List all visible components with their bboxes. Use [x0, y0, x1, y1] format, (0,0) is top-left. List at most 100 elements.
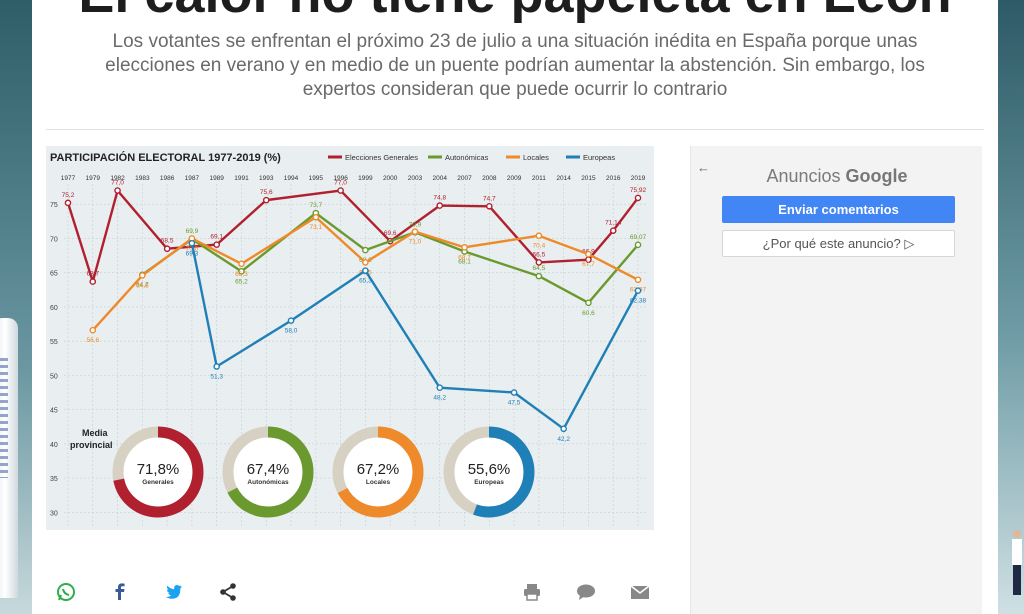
data-label: 56,6 [86, 337, 99, 344]
x-tick-label: 2003 [408, 175, 423, 182]
comment-icon[interactable] [576, 582, 598, 604]
data-label: 47,5 [508, 400, 521, 407]
facebook-icon[interactable] [110, 582, 132, 604]
data-label: 63,7 [86, 271, 99, 278]
data-point [634, 194, 642, 202]
divider [46, 129, 984, 130]
article-container: El calor no tiene papeleta en León Los v… [32, 0, 998, 614]
data-point [213, 241, 220, 248]
article-subtitle: Los votantes se enfrentan el próximo 23 … [105, 31, 925, 100]
data-point [634, 241, 642, 249]
data-point [411, 228, 419, 235]
send-feedback-button[interactable]: Enviar comentarios [722, 196, 955, 223]
data-label: 62,38 [630, 298, 647, 305]
data-label: 71,0 [409, 239, 422, 246]
print-icon[interactable] [522, 582, 544, 604]
data-point [89, 326, 97, 334]
x-tick-label: 1999 [358, 175, 373, 182]
data-point [436, 384, 444, 392]
data-label: 69,6 [384, 230, 397, 237]
data-point [287, 317, 295, 324]
data-point [362, 259, 369, 266]
data-point [535, 259, 543, 266]
y-tick-label: 65 [50, 271, 58, 278]
why-this-ad-button[interactable]: ¿Por qué este anuncio? ▷ [722, 230, 955, 257]
twitter-icon[interactable] [164, 582, 186, 604]
donut-arc [112, 426, 204, 518]
data-label: 77,0 [334, 180, 347, 187]
data-label: 64,5 [533, 265, 546, 272]
data-label: 68,7 [458, 254, 471, 261]
donut-arc [443, 426, 535, 518]
whatsapp-icon[interactable] [56, 582, 78, 604]
x-tick-label: 2004 [433, 175, 448, 182]
data-label: 64,6 [136, 282, 149, 289]
donut-arc [222, 426, 314, 518]
y-tick-label: 40 [50, 442, 58, 449]
arrow-left-icon[interactable]: ← [697, 160, 710, 175]
data-label: 70,9 [409, 221, 422, 228]
annotation-line: Media [82, 428, 109, 438]
x-tick-label: 1977 [61, 175, 76, 182]
share-icon[interactable] [218, 582, 240, 604]
data-point [585, 299, 592, 307]
data-point [238, 260, 245, 268]
data-label: 60,6 [582, 310, 595, 317]
donut-label: Locales [366, 479, 391, 486]
x-tick-label: 1993 [259, 175, 274, 182]
x-tick-label: 1996 [333, 175, 348, 182]
x-tick-label: 1982 [110, 175, 125, 182]
data-label: 70,4 [533, 243, 546, 250]
background-bottle [0, 318, 18, 598]
data-label: 69,9 [186, 228, 199, 235]
donut-value: 67,4% [247, 461, 290, 478]
data-point [362, 267, 369, 274]
data-label: 69,3 [186, 250, 199, 257]
annotation-line: provincial [70, 440, 113, 450]
data-label: 58,0 [285, 328, 298, 335]
x-tick-label: 1995 [309, 175, 324, 182]
y-tick-label: 30 [50, 510, 58, 517]
data-point [64, 199, 72, 207]
data-point [188, 239, 196, 247]
ad-label-brand: Google [845, 166, 908, 186]
data-point [337, 187, 344, 194]
ad-label: Anuncios Google [691, 166, 983, 187]
data-point [89, 278, 97, 285]
x-tick-label: 1994 [284, 175, 299, 182]
x-tick-label: 2009 [507, 175, 522, 182]
data-label: 73,1 [309, 224, 322, 231]
series-line [190, 243, 640, 430]
data-label: 66,5 [533, 251, 546, 258]
data-label: 65,2 [235, 278, 248, 285]
data-label: 67,7 [582, 261, 595, 268]
mail-icon[interactable] [630, 582, 652, 604]
data-point [238, 268, 245, 275]
data-point [436, 202, 444, 209]
background-right [998, 0, 1024, 614]
data-label: 65,3 [359, 278, 372, 285]
series-line [66, 189, 639, 283]
y-tick-label: 75 [50, 202, 58, 209]
participation-chart: PARTICIPACIÓN ELECTORAL 1977-2019 (%) Ele… [50, 151, 647, 526]
data-point [560, 425, 567, 433]
x-tick-label: 2000 [383, 175, 398, 182]
x-tick-label: 2011 [532, 175, 546, 182]
data-point [114, 187, 121, 194]
data-point [362, 246, 369, 254]
data-point [262, 196, 270, 204]
donut-value: 55,6% [468, 461, 511, 478]
x-tick-label: 1986 [160, 175, 175, 182]
data-point [585, 250, 592, 258]
x-tick-label: 2008 [482, 175, 497, 182]
data-label: 73,7 [309, 202, 322, 209]
y-tick-label: 70 [50, 236, 58, 243]
data-label: 75,2 [62, 192, 75, 199]
donut-label: Autonómicas [247, 479, 289, 486]
data-label: 51,3 [210, 373, 223, 380]
donut-label: Generales [142, 479, 174, 486]
data-label: 69,1 [210, 234, 223, 241]
data-label: 42,2 [557, 436, 570, 443]
data-point [486, 202, 493, 210]
data-point [535, 232, 543, 240]
